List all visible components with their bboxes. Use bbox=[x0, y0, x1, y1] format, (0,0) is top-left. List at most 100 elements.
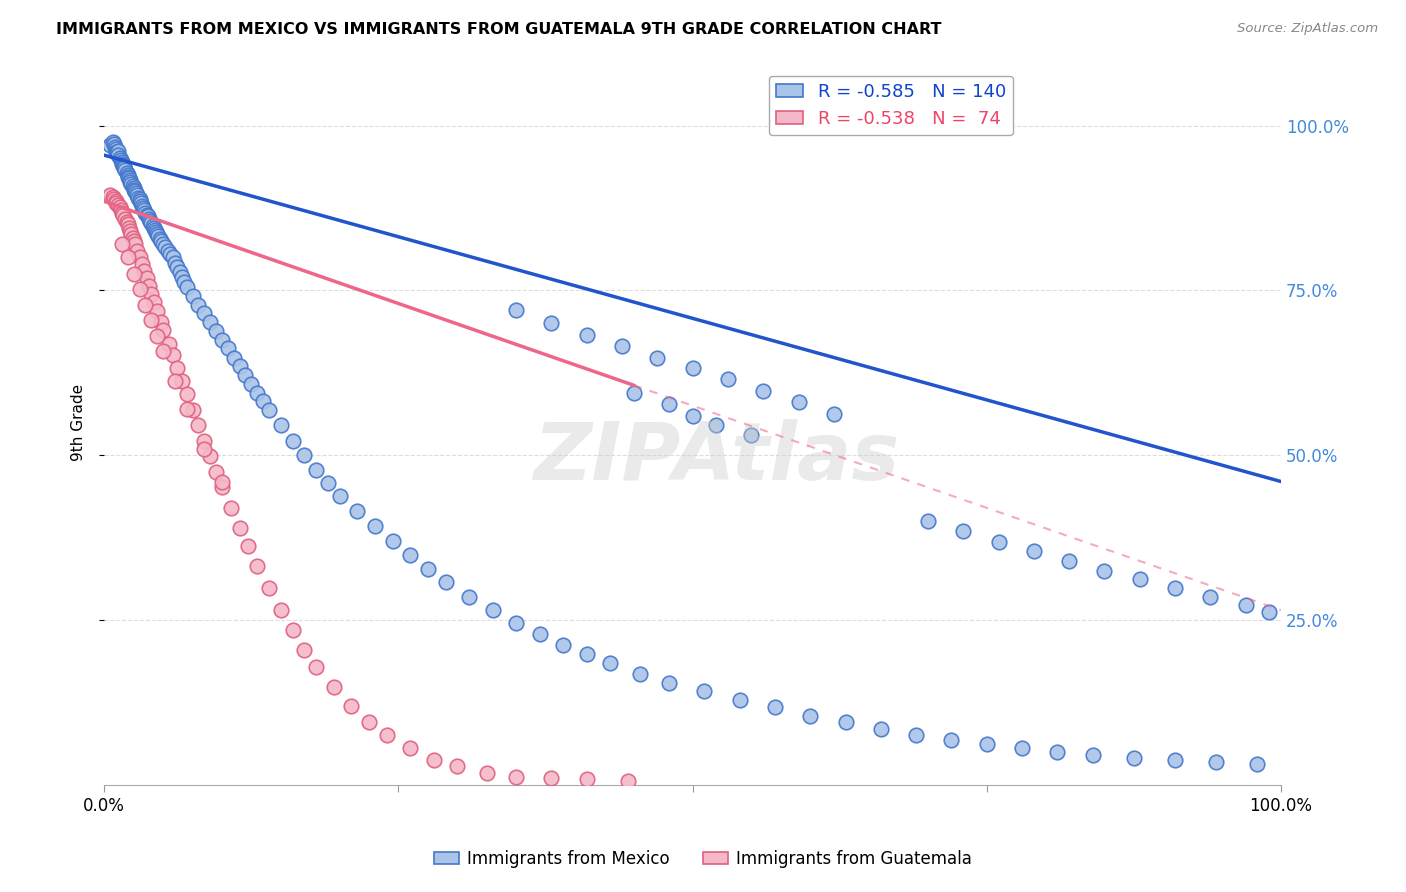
Point bbox=[125, 186, 148, 200]
Point bbox=[120, 175, 142, 189]
Point bbox=[211, 480, 233, 494]
Point bbox=[139, 214, 162, 228]
Point bbox=[1094, 564, 1116, 578]
Point bbox=[181, 288, 204, 302]
Point bbox=[193, 434, 215, 448]
Point bbox=[1205, 755, 1227, 769]
Point bbox=[416, 561, 439, 575]
Point bbox=[149, 315, 172, 329]
Point bbox=[101, 135, 124, 149]
Point bbox=[122, 234, 145, 248]
Point bbox=[111, 205, 134, 219]
Point bbox=[610, 339, 633, 353]
Point bbox=[111, 237, 134, 252]
Point bbox=[170, 270, 193, 285]
Point bbox=[107, 197, 129, 211]
Point bbox=[423, 753, 446, 767]
Point bbox=[127, 187, 149, 202]
Point bbox=[505, 616, 527, 631]
Point bbox=[169, 265, 191, 279]
Point bbox=[976, 737, 998, 751]
Point bbox=[105, 145, 128, 159]
Point bbox=[1164, 753, 1187, 767]
Point bbox=[155, 240, 177, 254]
Point bbox=[1046, 745, 1069, 759]
Point bbox=[121, 179, 143, 194]
Point bbox=[475, 765, 498, 780]
Point bbox=[112, 161, 135, 176]
Point bbox=[128, 251, 150, 265]
Point bbox=[575, 647, 598, 661]
Point bbox=[166, 361, 188, 376]
Point bbox=[905, 728, 928, 742]
Point bbox=[103, 136, 125, 151]
Point bbox=[157, 337, 180, 351]
Point bbox=[112, 158, 135, 172]
Point bbox=[693, 684, 716, 698]
Point bbox=[114, 212, 136, 227]
Point bbox=[108, 152, 131, 166]
Point bbox=[322, 680, 344, 694]
Point bbox=[235, 368, 257, 382]
Point bbox=[156, 244, 179, 258]
Point bbox=[704, 418, 727, 433]
Point bbox=[240, 376, 263, 391]
Point bbox=[181, 403, 204, 417]
Point bbox=[117, 168, 139, 182]
Point bbox=[134, 205, 156, 219]
Point bbox=[205, 465, 228, 479]
Point bbox=[122, 183, 145, 197]
Point bbox=[108, 200, 131, 214]
Point bbox=[1122, 751, 1144, 765]
Point bbox=[187, 418, 209, 433]
Point bbox=[617, 774, 640, 789]
Point bbox=[105, 196, 128, 211]
Point bbox=[170, 374, 193, 388]
Point bbox=[575, 772, 598, 787]
Point bbox=[787, 395, 810, 409]
Point bbox=[176, 280, 198, 294]
Point bbox=[305, 660, 328, 674]
Point bbox=[682, 409, 704, 423]
Point bbox=[120, 177, 142, 191]
Point bbox=[124, 237, 146, 252]
Point bbox=[717, 372, 740, 386]
Point bbox=[357, 715, 380, 730]
Point bbox=[145, 225, 167, 239]
Point bbox=[166, 260, 188, 275]
Point bbox=[1081, 748, 1104, 763]
Point bbox=[149, 232, 172, 246]
Point bbox=[246, 385, 269, 400]
Point bbox=[149, 234, 172, 248]
Point bbox=[228, 521, 250, 535]
Point bbox=[198, 315, 221, 329]
Point bbox=[128, 192, 150, 206]
Point bbox=[105, 146, 128, 161]
Point bbox=[146, 304, 169, 318]
Point bbox=[120, 224, 142, 238]
Point bbox=[1246, 756, 1268, 771]
Point bbox=[146, 329, 169, 343]
Point bbox=[136, 210, 159, 224]
Point bbox=[658, 397, 681, 411]
Point bbox=[124, 185, 146, 199]
Point bbox=[159, 247, 181, 261]
Point bbox=[952, 524, 974, 538]
Point bbox=[198, 450, 221, 464]
Point bbox=[257, 582, 280, 596]
Legend: Immigrants from Mexico, Immigrants from Guatemala: Immigrants from Mexico, Immigrants from … bbox=[427, 844, 979, 875]
Point bbox=[173, 276, 195, 290]
Point bbox=[305, 463, 328, 477]
Point bbox=[575, 328, 598, 343]
Point bbox=[834, 715, 856, 730]
Point bbox=[399, 741, 422, 756]
Point bbox=[141, 287, 163, 301]
Point bbox=[292, 448, 315, 462]
Point bbox=[1129, 572, 1152, 586]
Point bbox=[728, 693, 751, 707]
Point bbox=[121, 230, 143, 244]
Point bbox=[163, 374, 186, 388]
Point bbox=[134, 298, 156, 312]
Point bbox=[103, 192, 125, 206]
Point bbox=[142, 295, 165, 310]
